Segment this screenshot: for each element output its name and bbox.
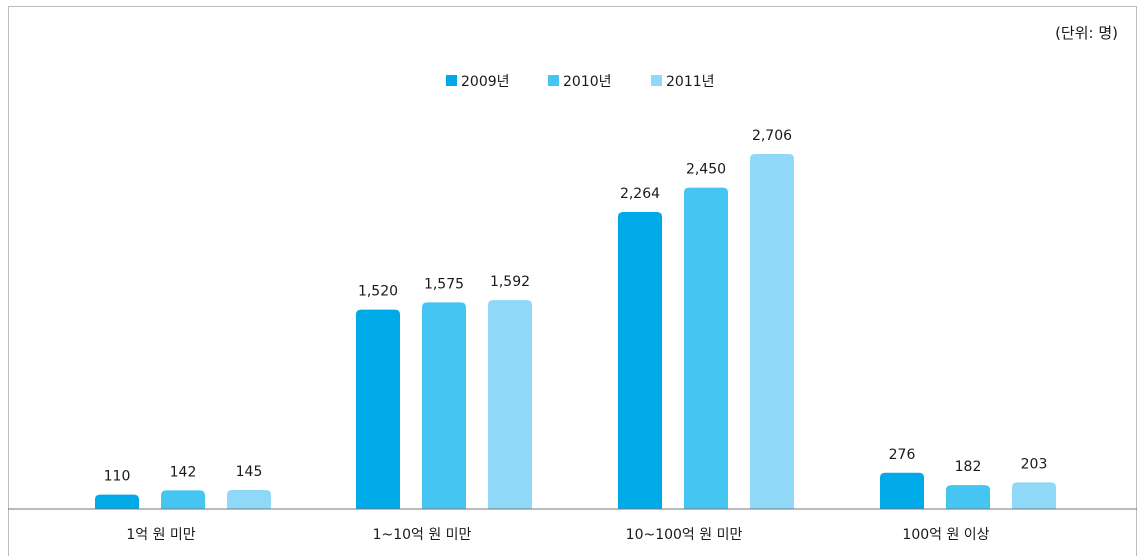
value-label-1-3: 182 [955,459,982,475]
value-label-2-1: 1,592 [490,274,530,290]
bar-2-3 [1012,482,1056,509]
category-label-3: 100억 원 이상 [902,527,989,543]
legend-label-2: 2011년 [666,74,715,90]
bars [95,154,1056,509]
category-label-2: 10~100억 원 미만 [626,527,743,543]
value-label-1-0: 142 [170,464,197,480]
bar-0-3 [880,472,924,509]
bar-0-1 [356,309,400,509]
bar-1-1 [422,302,466,509]
bar-1-2 [684,187,728,509]
chart-frame [8,6,1137,556]
bar-1-0 [161,490,205,509]
legend-swatch-2 [651,75,662,86]
bar-0-0 [95,494,139,509]
unit-label: (단위: 명) [1055,24,1118,42]
value-label-2-3: 203 [1021,456,1048,472]
bar-1-3 [946,485,990,509]
bar-2-2 [750,154,794,509]
bar-0-2 [618,211,662,509]
legend-label-1: 2010년 [563,74,612,90]
bar-2-1 [488,300,532,509]
legend: 2009년 2010년 2011년 [446,74,715,90]
legend-swatch-1 [548,75,559,86]
legend-swatch-0 [446,75,457,86]
value-labels: 110 1,520 2,264 276 142 1,575 2,450 182 145 1,592… [104,128,1048,485]
value-label-2-0: 145 [236,464,263,480]
legend-item-1: 2010년 [548,74,612,90]
value-label-0-1: 1,520 [358,284,398,300]
value-label-1-1: 1,575 [424,276,464,292]
value-label-0-2: 2,264 [620,186,660,202]
value-label-0-0: 110 [104,469,131,485]
legend-item-0: 2009년 [446,74,510,90]
legend-item-2: 2011년 [651,74,715,90]
value-label-2-2: 2,706 [752,128,792,144]
value-label-1-2: 2,450 [686,162,726,178]
category-labels: 1억 원 미만 1~10억 원 미만 10~100억 원 미만 100억 원 이상 [126,527,989,543]
category-label-0: 1억 원 미만 [126,527,195,543]
category-label-1: 1~10억 원 미만 [373,527,472,543]
value-label-0-3: 276 [889,447,916,463]
legend-label-0: 2009년 [461,74,510,90]
bar-2-0 [227,489,271,509]
